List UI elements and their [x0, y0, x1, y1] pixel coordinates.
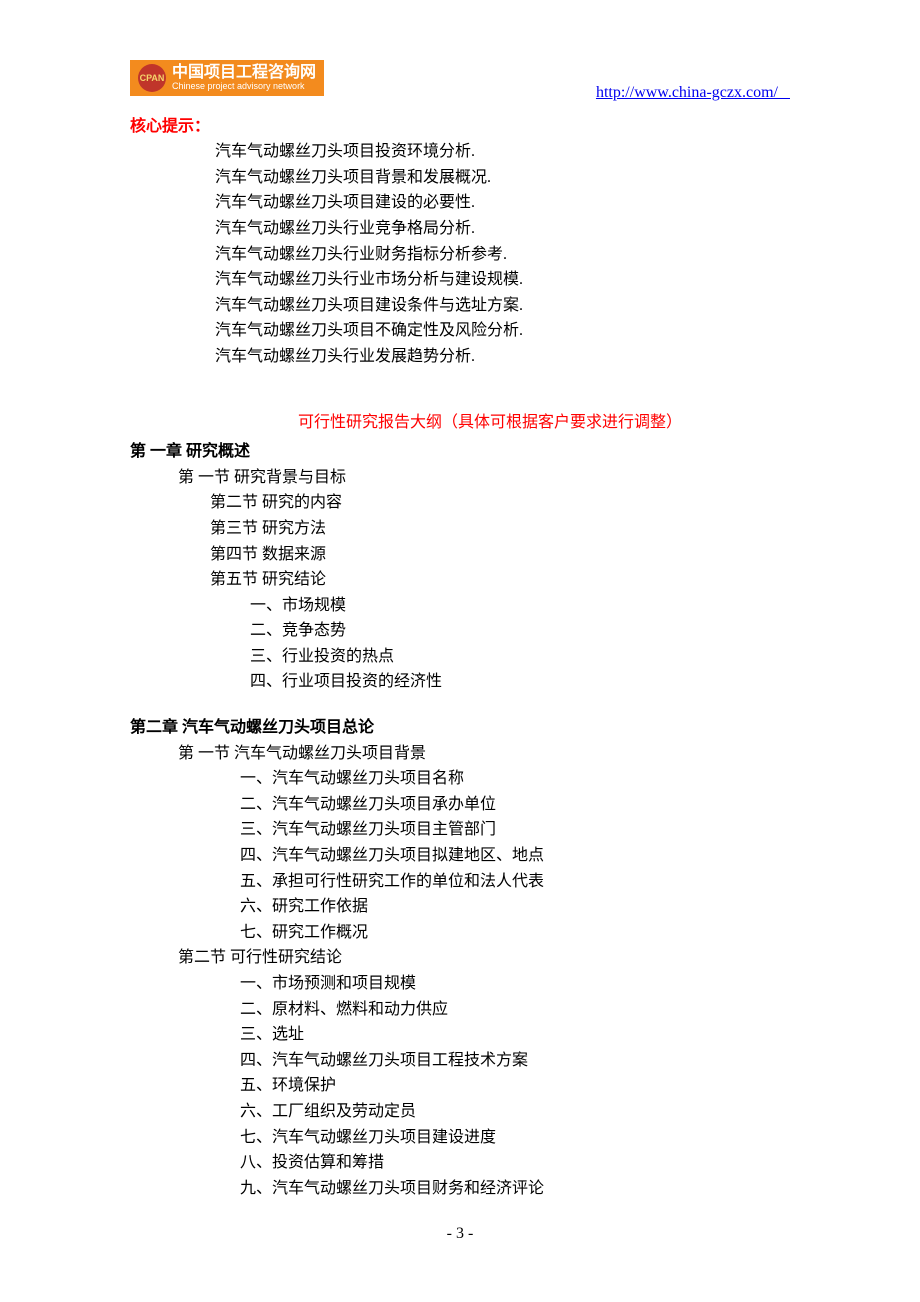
ch2-s2-item: 四、汽车气动螺丝刀头项目工程技术方案: [240, 1048, 790, 1074]
ch1-sub-item: 二、竞争态势: [250, 618, 790, 644]
ch2-s1-item: 五、承担可行性研究工作的单位和法人代表: [240, 869, 790, 895]
core-item: 汽车气动螺丝刀头项目投资环境分析.: [215, 139, 790, 165]
ch2-s1-item: 四、汽车气动螺丝刀头项目拟建地区、地点: [240, 843, 790, 869]
ch1-section-2: 第二节 研究的内容: [210, 490, 790, 516]
core-item: 汽车气动螺丝刀头项目建设的必要性.: [215, 190, 790, 216]
core-hint-list: 汽车气动螺丝刀头项目投资环境分析. 汽车气动螺丝刀头项目背景和发展概况. 汽车气…: [215, 139, 790, 369]
core-item: 汽车气动螺丝刀头行业市场分析与建设规模.: [215, 267, 790, 293]
site-url-link[interactable]: http://www.china-gczx.com/: [596, 80, 790, 106]
core-item: 汽车气动螺丝刀头项目背景和发展概况.: [215, 165, 790, 191]
outline-title: 可行性研究报告大纲（具体可根据客户要求进行调整）: [190, 410, 790, 436]
ch2-s1-item: 六、研究工作依据: [240, 894, 790, 920]
core-item: 汽车气动螺丝刀头项目不确定性及风险分析.: [215, 318, 790, 344]
chapter-2: 第二章 汽车气动螺丝刀头项目总论 第 一节 汽车气动螺丝刀头项目背景 一、汽车气…: [130, 715, 790, 1201]
ch1-sub-item: 四、行业项目投资的经济性: [250, 669, 790, 695]
ch2-s2-item: 七、汽车气动螺丝刀头项目建设进度: [240, 1125, 790, 1151]
logo-cn-text: 中国项目工程咨询网: [172, 64, 316, 82]
core-item: 汽车气动螺丝刀头行业竞争格局分析.: [215, 216, 790, 242]
ch1-section-5: 第五节 研究结论: [210, 567, 790, 593]
ch2-s2-item: 八、投资估算和筹措: [240, 1150, 790, 1176]
ch2-section-1: 第 一节 汽车气动螺丝刀头项目背景: [178, 741, 790, 767]
page-header: CPAN 中国项目工程咨询网 Chinese project advisory …: [130, 60, 790, 106]
ch2-section-2: 第二节 可行性研究结论: [178, 945, 790, 971]
ch1-sub-item: 一、市场规模: [250, 593, 790, 619]
ch1-section-1: 第 一节 研究背景与目标: [178, 465, 790, 491]
chapter-1-title: 第 一章 研究概述: [130, 439, 790, 465]
ch2-s1-item: 三、汽车气动螺丝刀头项目主管部门: [240, 817, 790, 843]
logo-text: 中国项目工程咨询网 Chinese project advisory netwo…: [172, 64, 316, 91]
ch1-sub-item: 三、行业投资的热点: [250, 644, 790, 670]
page-number: - 3 -: [130, 1221, 790, 1247]
ch2-s2-item: 六、工厂组织及劳动定员: [240, 1099, 790, 1125]
core-hint-title: 核心提示：: [130, 114, 790, 140]
ch2-s2-item: 五、环境保护: [240, 1073, 790, 1099]
ch1-section-4: 第四节 数据来源: [210, 542, 790, 568]
ch2-s1-item: 一、汽车气动螺丝刀头项目名称: [240, 766, 790, 792]
ch2-s2-item: 三、选址: [240, 1022, 790, 1048]
ch2-s1-item: 七、研究工作概况: [240, 920, 790, 946]
ch2-s2-item: 一、市场预测和项目规模: [240, 971, 790, 997]
ch2-s2-item: 九、汽车气动螺丝刀头项目财务和经济评论: [240, 1176, 790, 1202]
ch1-section-3: 第三节 研究方法: [210, 516, 790, 542]
core-item: 汽车气动螺丝刀头项目建设条件与选址方案.: [215, 293, 790, 319]
chapter-1: 第 一章 研究概述 第 一节 研究背景与目标 第二节 研究的内容 第三节 研究方…: [130, 439, 790, 695]
core-item: 汽车气动螺丝刀头行业财务指标分析参考.: [215, 242, 790, 268]
chapter-2-title: 第二章 汽车气动螺丝刀头项目总论: [130, 715, 790, 741]
ch2-s2-item: 二、原材料、燃料和动力供应: [240, 997, 790, 1023]
core-item: 汽车气动螺丝刀头行业发展趋势分析.: [215, 344, 790, 370]
logo-icon: CPAN: [138, 64, 166, 92]
site-logo: CPAN 中国项目工程咨询网 Chinese project advisory …: [130, 60, 324, 96]
logo-en-text: Chinese project advisory network: [172, 82, 316, 92]
ch2-s1-item: 二、汽车气动螺丝刀头项目承办单位: [240, 792, 790, 818]
